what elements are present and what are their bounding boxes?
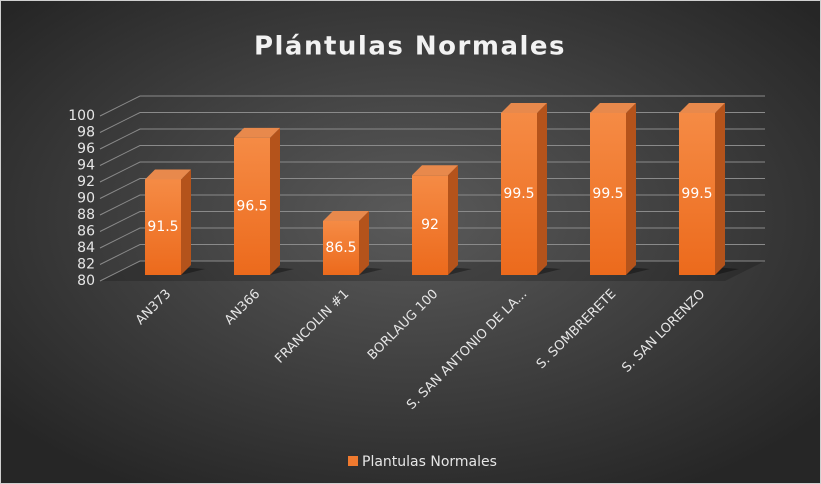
data-label: 92 — [421, 217, 439, 233]
bar-top — [323, 211, 369, 221]
y-tick-label: 82 — [77, 257, 95, 273]
bar-top — [679, 103, 725, 113]
y-tick-label: 84 — [77, 240, 95, 256]
y-tick-label: 100 — [68, 108, 95, 124]
data-label: 86.5 — [325, 240, 356, 256]
y-tick-label: 80 — [77, 273, 95, 289]
data-label: 99.5 — [503, 186, 534, 202]
grid-line — [99, 178, 765, 199]
bar-top — [412, 165, 458, 176]
data-label: 99.5 — [592, 186, 623, 202]
bar-side — [715, 103, 725, 275]
bar — [323, 221, 359, 275]
bar — [412, 175, 448, 275]
y-tick-label: 98 — [77, 125, 95, 141]
bar — [501, 113, 537, 275]
grid-line — [99, 244, 765, 265]
data-label: 91.5 — [147, 219, 178, 235]
y-tick-label: 90 — [77, 191, 95, 207]
bar-side — [270, 127, 280, 275]
bar — [145, 179, 181, 275]
bar-top — [501, 103, 547, 113]
bar-top — [234, 127, 280, 138]
bar-side — [359, 211, 369, 275]
grid-line — [99, 260, 765, 282]
grid-line — [99, 211, 765, 232]
y-tick-label: 88 — [77, 207, 95, 223]
bar-side — [181, 169, 191, 275]
bar — [590, 113, 626, 275]
y-tick-label: 92 — [77, 174, 95, 190]
bar-top — [145, 169, 191, 180]
grid-line — [99, 161, 765, 183]
data-label: 96.5 — [236, 198, 267, 214]
bar-side — [448, 165, 458, 275]
data-label: 99.5 — [681, 186, 712, 202]
bar-side — [626, 103, 636, 275]
legend-label: Plantulas Normales — [362, 454, 497, 470]
bar — [234, 137, 270, 275]
y-tick-label: 94 — [77, 158, 95, 174]
grid-line — [99, 145, 765, 166]
bar-side — [537, 103, 547, 275]
y-tick-label: 96 — [77, 141, 95, 157]
chart-title: Plántulas Normales — [254, 32, 566, 62]
grid-line — [99, 95, 765, 117]
grid-line — [99, 227, 765, 249]
bar — [679, 113, 715, 275]
y-tick-label: 86 — [77, 224, 95, 240]
bar-top — [590, 103, 636, 113]
grid-line — [99, 194, 765, 216]
grid-line — [99, 112, 765, 133]
grid-line — [99, 128, 765, 150]
legend-swatch — [348, 456, 358, 466]
